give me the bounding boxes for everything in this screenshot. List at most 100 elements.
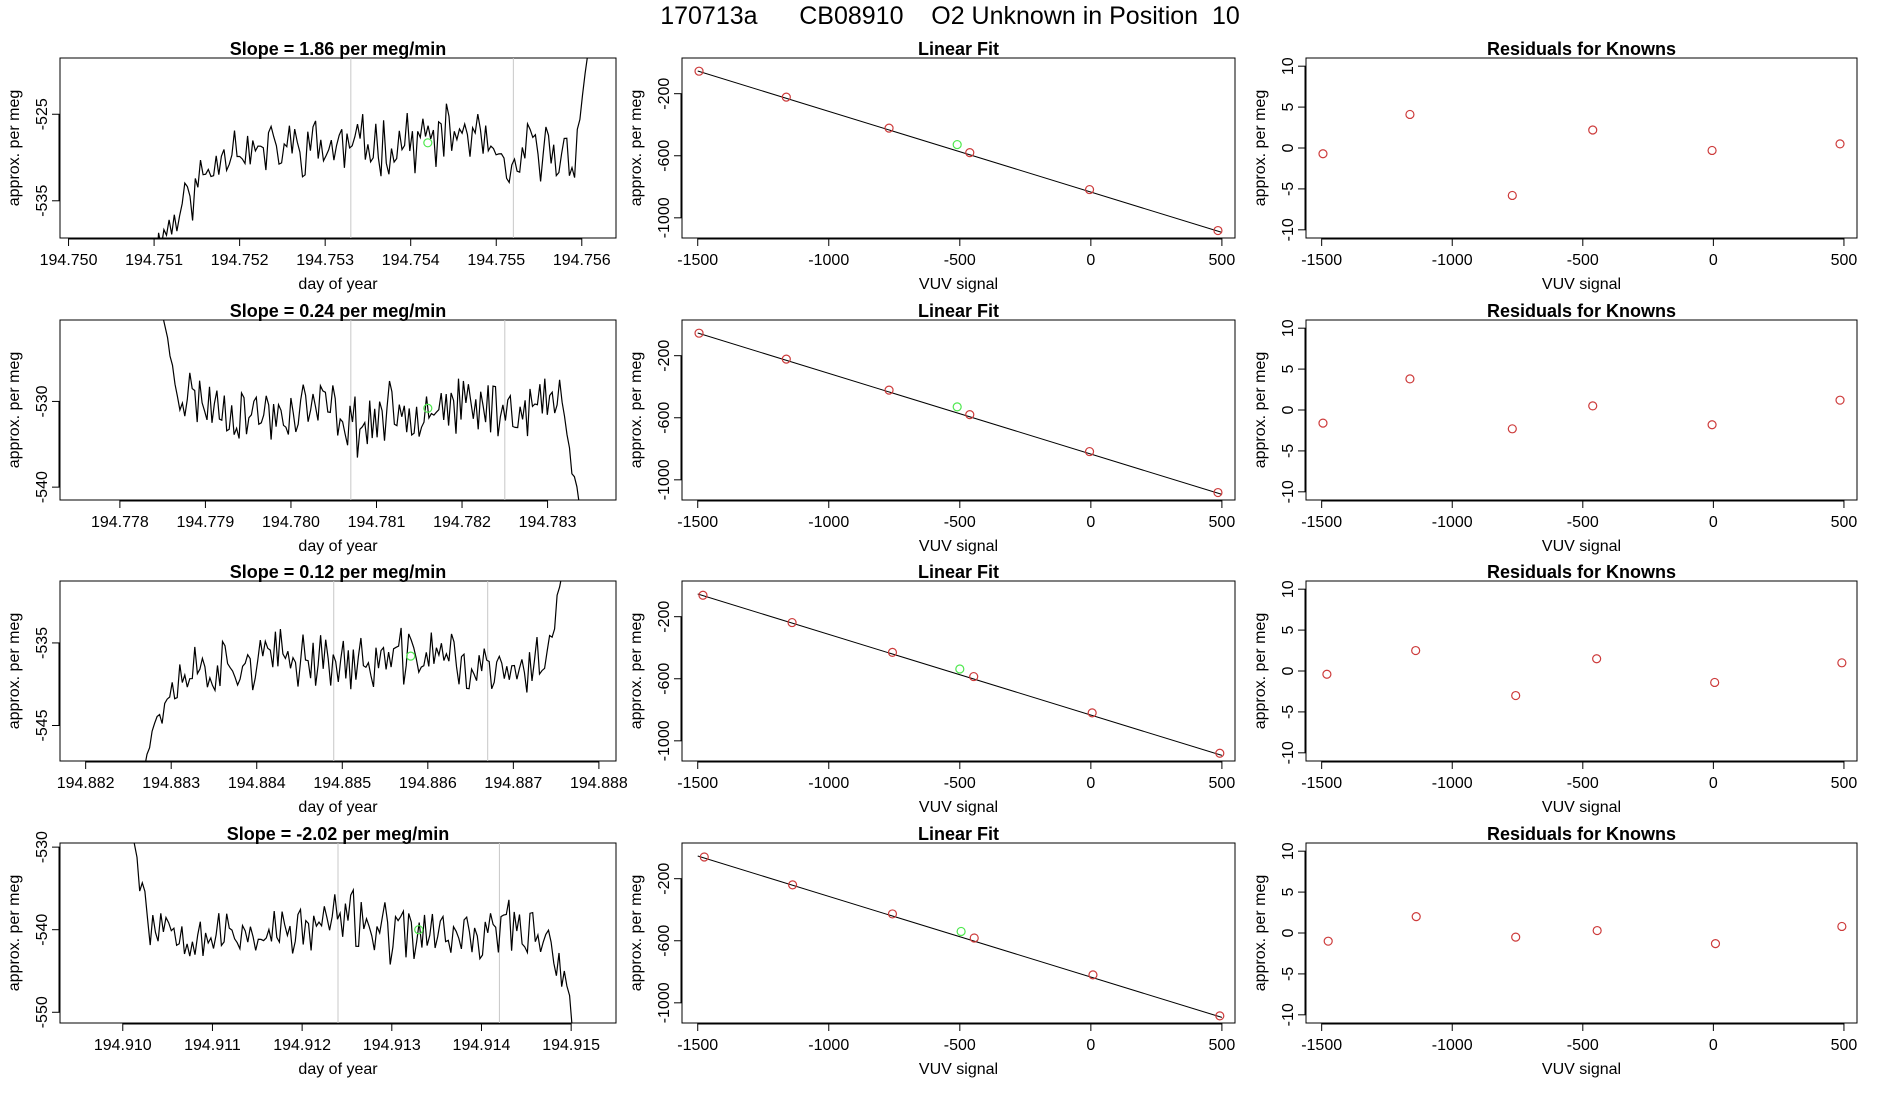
known-point: [699, 852, 709, 862]
plot-frame: [1305, 57, 1858, 239]
known-point: [1084, 446, 1095, 457]
y-axis-label: approx. per meg: [1252, 875, 1269, 992]
x-tick-label: -1000: [808, 514, 849, 531]
x-tick-label: 194.913: [363, 1037, 421, 1054]
x-tick-label: 500: [1209, 514, 1236, 531]
x-tick-label: 0: [1709, 252, 1718, 269]
known-point: [787, 617, 797, 628]
residual-point: [1588, 401, 1598, 411]
residual-point: [1511, 690, 1521, 701]
x-tick-label: 194.753: [296, 252, 354, 269]
fit-line: [697, 70, 1223, 233]
y-tick-label: -530: [34, 831, 51, 863]
y-tick-label: -600: [656, 402, 673, 434]
known-point: [969, 933, 979, 943]
y-tick-label: -1000: [656, 720, 673, 761]
residual-point: [1707, 420, 1717, 430]
residual-point: [1507, 190, 1517, 201]
chart-title: Linear Fit: [918, 562, 999, 582]
known-point: [965, 410, 975, 420]
known-point: [1213, 487, 1223, 498]
plot-area: [697, 590, 1225, 758]
x-tick-label: -1000: [808, 1037, 849, 1054]
x-axis-label: VUV signal: [919, 538, 998, 555]
x-axis-label: VUV signal: [919, 276, 998, 293]
x-tick-label: 0: [1709, 1037, 1718, 1054]
x-tick-label: -1000: [1432, 514, 1473, 531]
y-tick-label: 5: [1280, 626, 1297, 635]
x-tick-label: -1000: [1432, 1037, 1473, 1054]
known-point: [787, 880, 798, 890]
residual-point: [1592, 925, 1602, 936]
known-point: [781, 92, 791, 102]
x-tick-label: -500: [1567, 775, 1599, 792]
x-tick-label: 194.778: [91, 514, 149, 531]
y-tick-label: -10: [1280, 480, 1297, 503]
plot-frame: [1305, 580, 1858, 762]
y-tick-label: -5: [1280, 444, 1297, 458]
x-axis-label: day of year: [298, 799, 378, 816]
residual-point: [1588, 125, 1598, 135]
chart-title: Residuals for Knowns: [1487, 301, 1676, 321]
x-tick-label: 500: [1209, 1037, 1236, 1054]
known-point: [781, 354, 791, 364]
known-point: [1084, 184, 1095, 195]
y-axis-label: approx. per meg: [628, 875, 645, 992]
chart-title: Slope = -2.02 per meg/min: [227, 824, 450, 844]
panel-trace-row-4: Slope = -2.02 per meg/min 194.910 194.911 1…: [6, 824, 617, 1078]
panel-trace-row-2: Slope = 0.24 per meg/min 194.778 194.779 19…: [6, 301, 617, 555]
y-axis-label: approx. per meg: [6, 90, 23, 207]
residual-point: [1837, 658, 1847, 668]
y-tick-label: 10: [1280, 842, 1297, 860]
chart-title: Residuals for Knowns: [1487, 39, 1676, 59]
fit-line: [697, 855, 1223, 1018]
residual-point: [1710, 677, 1720, 688]
residual-point: [1322, 669, 1332, 679]
y-axis-label: approx. per meg: [628, 613, 645, 730]
chart-title: Slope = 1.86 per meg/min: [230, 39, 447, 59]
residual-point: [1411, 645, 1421, 656]
unknown-point: [423, 138, 433, 148]
x-axis-label: day of year: [298, 1061, 378, 1078]
known-point: [965, 148, 975, 158]
residual-point: [1835, 395, 1845, 405]
x-tick-label: 500: [1831, 514, 1858, 531]
panel-residuals-row-3: Residuals for Knowns -1500 -1000 -500 0 500 VU…: [1252, 562, 1858, 816]
x-tick-label: -500: [944, 1037, 976, 1054]
y-tick-label: -550: [34, 996, 51, 1028]
plot-area: [697, 852, 1225, 1021]
chart-title: Linear Fit: [918, 824, 999, 844]
plot-frame: [59, 319, 617, 501]
x-tick-label: 500: [1831, 1037, 1858, 1054]
x-tick-label: 194.780: [262, 514, 320, 531]
plot-frame: [681, 57, 1236, 239]
x-axis-label: day of year: [298, 276, 378, 293]
page-title: 170713a CB08910 O2 Unknown in Position 1…: [660, 2, 1240, 30]
plot-frame: [1305, 319, 1858, 501]
y-axis-label: approx. per meg: [628, 90, 645, 207]
plot-area: [694, 328, 1223, 498]
x-tick-label: -500: [1567, 514, 1599, 531]
x-axis-label: day of year: [298, 538, 378, 555]
x-tick-label: 194.882: [57, 775, 115, 792]
y-tick-label: 10: [1280, 319, 1297, 337]
y-tick-label: -535: [34, 185, 51, 217]
known-point: [884, 385, 894, 395]
known-point: [1215, 748, 1225, 758]
x-axis-label: VUV signal: [1542, 799, 1621, 816]
known-point: [1087, 708, 1097, 718]
x-tick-label: 194.911: [184, 1037, 241, 1054]
known-point: [694, 328, 704, 338]
trace-line: [145, 581, 562, 761]
y-tick-label: -1000: [656, 459, 673, 500]
y-tick-label: -600: [656, 925, 673, 957]
x-tick-label: 194.756: [553, 252, 611, 269]
residual-point: [1835, 139, 1845, 149]
x-tick-label: 194.783: [519, 514, 577, 531]
x-tick-label: 194.755: [467, 252, 525, 269]
x-tick-label: -1500: [1301, 775, 1342, 792]
unknown-point: [414, 925, 424, 935]
